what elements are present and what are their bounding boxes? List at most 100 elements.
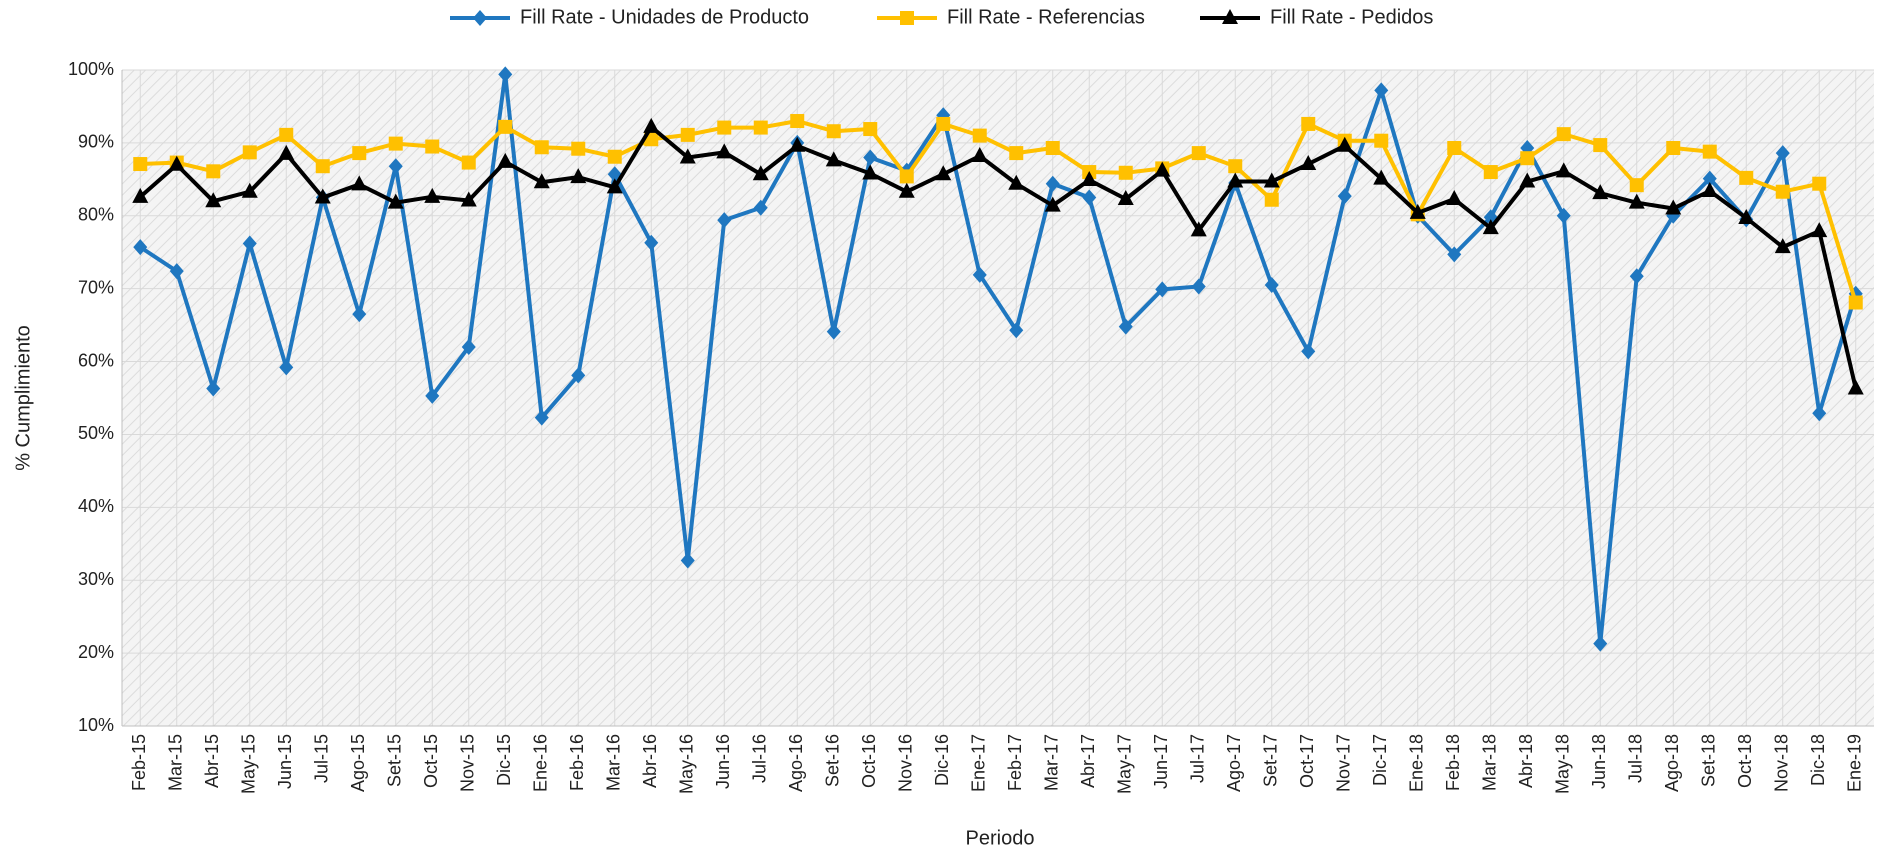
x-tick-label: Dic-15: [494, 734, 514, 786]
y-axis-title: % Cumplimiento: [12, 325, 34, 471]
x-tick-label: Abr-16: [640, 734, 660, 788]
legend-label: Fill Rate - Referencias: [947, 6, 1145, 28]
x-tick-label: Mar-17: [1042, 734, 1062, 791]
data-point: [1446, 190, 1463, 206]
data-point: [241, 182, 258, 198]
data-point: [352, 306, 367, 323]
data-point: [790, 114, 805, 129]
data-point: [1666, 140, 1681, 155]
x-tick-label: Jul-18: [1626, 734, 1646, 783]
data-point: [206, 164, 221, 179]
x-tick-label: Ago-16: [786, 734, 806, 792]
data-point: [388, 158, 403, 175]
data-point: [1263, 172, 1280, 188]
x-tick-label: Oct-15: [421, 734, 441, 788]
x-tick-label: Dic-18: [1808, 734, 1828, 786]
y-tick-label: 90%: [78, 132, 114, 152]
x-tick-label: Nov-15: [458, 734, 478, 792]
data-point: [497, 152, 514, 168]
data-point: [388, 136, 403, 151]
data-point: [424, 187, 441, 203]
x-tick-label: Ene-16: [531, 734, 551, 792]
data-point: [1044, 196, 1061, 212]
data-point: [826, 323, 841, 340]
x-tick-label: Feb-16: [567, 734, 587, 791]
data-point: [205, 192, 222, 208]
data-point: [1739, 170, 1754, 185]
x-tick-label: Ago-15: [348, 734, 368, 792]
data-point: [1409, 203, 1426, 219]
data-point: [644, 234, 659, 251]
y-tick-label: 80%: [78, 205, 114, 225]
data-point: [716, 143, 733, 159]
data-point: [1191, 278, 1206, 295]
data-point: [571, 367, 586, 384]
x-tick-label: Set-18: [1699, 734, 1719, 787]
data-point: [935, 165, 952, 181]
data-point: [460, 191, 477, 207]
data-point: [1190, 221, 1207, 237]
data-point: [1118, 318, 1133, 335]
data-point: [1300, 155, 1317, 171]
data-point: [1264, 192, 1279, 207]
data-point: [1629, 268, 1644, 285]
data-point: [972, 128, 987, 143]
data-point: [206, 380, 221, 397]
y-tick-label: 20%: [78, 642, 114, 662]
data-point: [1008, 174, 1025, 190]
x-tick-label: Set-17: [1261, 734, 1281, 787]
data-point: [1520, 151, 1535, 166]
data-point: [1556, 127, 1571, 142]
data-point: [679, 148, 696, 164]
data-point: [680, 552, 695, 569]
x-tick-label: May-15: [239, 734, 259, 794]
data-point: [461, 338, 476, 355]
data-point: [753, 120, 768, 135]
legend-marker: [1222, 9, 1238, 24]
data-point: [863, 122, 878, 137]
data-point: [1555, 162, 1572, 178]
legend-marker: [473, 10, 487, 26]
x-tick-label: Nov-16: [896, 734, 916, 792]
data-point: [498, 119, 513, 134]
legend-label: Fill Rate - Pedidos: [1270, 6, 1433, 28]
data-point: [789, 136, 806, 152]
x-tick-label: May-17: [1115, 734, 1135, 794]
data-point: [315, 159, 330, 174]
x-tick-label: Feb-15: [129, 734, 149, 791]
x-tick-label: Oct-18: [1735, 734, 1755, 788]
x-tick-label: Oct-17: [1297, 734, 1317, 788]
data-point: [1045, 140, 1060, 155]
data-point: [571, 141, 586, 156]
data-point: [936, 116, 951, 131]
data-point: [1775, 184, 1790, 199]
data-point: [498, 66, 513, 83]
x-tick-label: Set-16: [823, 734, 843, 787]
data-point: [1593, 635, 1608, 652]
y-tick-label: 50%: [78, 423, 114, 443]
data-point: [570, 168, 587, 184]
data-point: [1738, 208, 1755, 224]
data-point: [461, 155, 476, 170]
data-point: [425, 139, 440, 154]
data-point: [132, 187, 149, 203]
data-point: [1082, 189, 1097, 206]
y-tick-label: 40%: [78, 496, 114, 516]
data-point: [1482, 219, 1499, 235]
data-point: [351, 175, 368, 191]
y-tick-label: 30%: [78, 569, 114, 589]
x-tick-label: Jul-17: [1188, 734, 1208, 783]
data-point: [1812, 176, 1827, 191]
data-point: [133, 239, 148, 256]
x-tick-label: Jun-15: [275, 734, 295, 789]
data-point: [169, 263, 184, 280]
y-tick-label: 10%: [78, 715, 114, 735]
data-point: [1045, 175, 1060, 192]
x-tick-label: Ene-19: [1845, 734, 1865, 792]
data-point: [752, 165, 769, 181]
data-point: [168, 155, 185, 171]
data-point: [1593, 138, 1608, 153]
data-point: [607, 149, 622, 164]
data-point: [1228, 159, 1243, 174]
data-point: [862, 164, 879, 180]
